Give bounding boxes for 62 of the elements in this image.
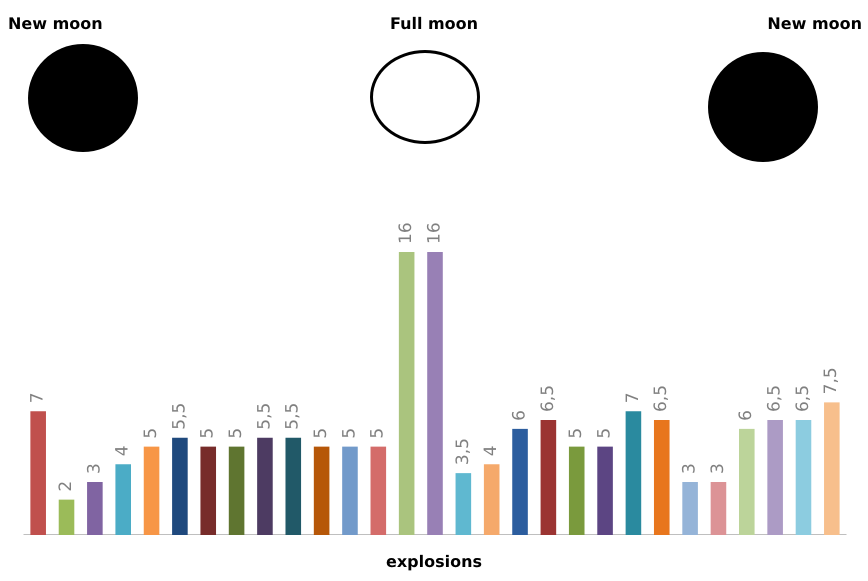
data-label: 6 <box>509 410 530 421</box>
bar <box>456 473 472 535</box>
data-label: 5,5 <box>169 402 190 430</box>
data-label: 16 <box>424 222 444 244</box>
data-label: 5,5 <box>282 402 303 430</box>
bar <box>398 252 414 535</box>
data-label: 4 <box>112 445 133 456</box>
data-label: 16 <box>396 222 416 244</box>
bar <box>257 438 273 535</box>
bar <box>427 252 443 535</box>
bar <box>626 411 642 535</box>
bar <box>314 446 330 535</box>
data-label: 6,5 <box>764 384 785 412</box>
bar <box>87 482 103 535</box>
x-axis-title: explosions <box>384 552 483 571</box>
bar <box>710 482 726 535</box>
bar <box>739 428 755 535</box>
data-label: 7 <box>28 392 48 404</box>
data-label: 3,5 <box>452 438 473 466</box>
text: Full moon <box>390 14 478 33</box>
data-label: 5 <box>368 428 388 439</box>
bar <box>342 446 358 535</box>
data-label: 6 <box>736 410 756 421</box>
bar <box>597 446 613 535</box>
data-label: 2 <box>56 480 76 492</box>
data-label: 6,5 <box>538 384 558 412</box>
bar <box>115 464 131 535</box>
bar <box>285 438 302 535</box>
data-label: 3 <box>680 463 700 474</box>
bar <box>484 464 500 535</box>
bar <box>796 420 812 535</box>
bar <box>512 428 528 535</box>
data-label: 5 <box>140 428 161 439</box>
data-label: 5 <box>339 428 360 439</box>
data-label: 5 <box>594 428 614 439</box>
data-label: 5 <box>226 428 246 439</box>
bar <box>654 420 670 535</box>
data-label: 5 <box>311 428 332 439</box>
bar <box>200 446 216 535</box>
bar <box>824 402 840 535</box>
text: New moon <box>8 14 103 33</box>
bar <box>682 482 698 535</box>
bar <box>540 420 556 535</box>
bar <box>370 446 386 535</box>
bar <box>767 420 783 535</box>
data-label: 4 <box>481 445 502 456</box>
bar <box>568 446 585 535</box>
bar <box>228 446 244 535</box>
data-label: 3 <box>84 463 104 474</box>
data-label: 7 <box>622 392 643 404</box>
data-label: 3 <box>708 463 728 474</box>
data-label: 5 <box>566 428 586 439</box>
data-label: 5 <box>198 428 218 439</box>
bar <box>58 500 74 535</box>
data-label: 5,5 <box>254 402 274 430</box>
data-label: 6,5 <box>792 384 813 412</box>
data-label: 7,5 <box>821 367 842 394</box>
text: New moon <box>767 14 862 33</box>
bar <box>144 446 160 535</box>
bar <box>172 438 188 535</box>
data-label: 6,5 <box>651 384 672 412</box>
bar <box>30 411 46 535</box>
